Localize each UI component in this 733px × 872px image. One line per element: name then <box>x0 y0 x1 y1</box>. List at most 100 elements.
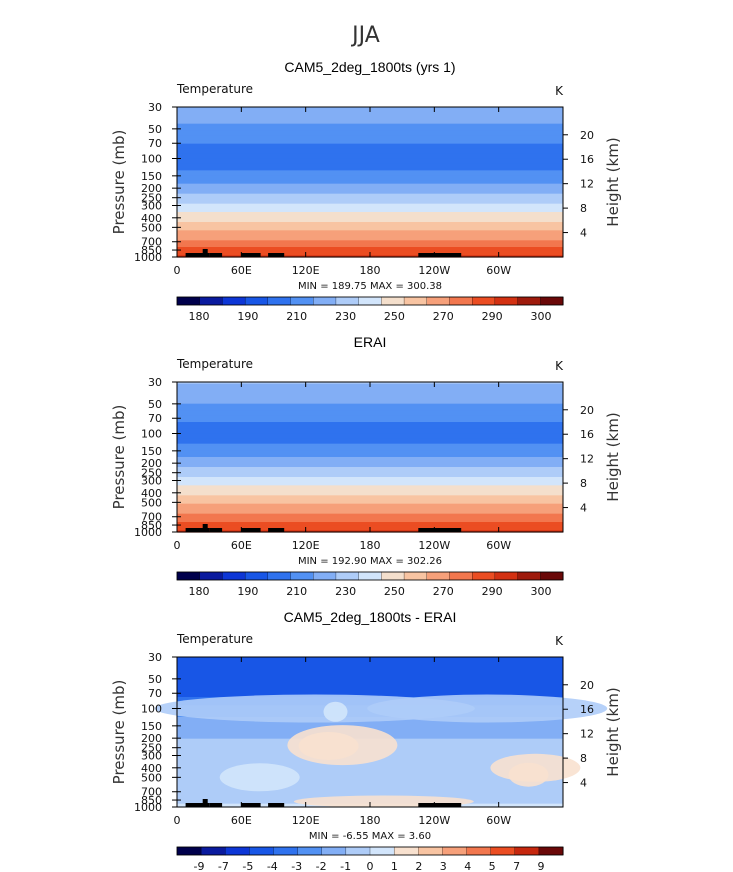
field-band <box>177 243 563 246</box>
colorbar-swatch <box>494 296 519 306</box>
field-band <box>177 160 563 163</box>
colorbar-swatch <box>393 846 419 856</box>
field-band <box>177 783 563 786</box>
colorbar-swatch <box>369 846 395 856</box>
field-band <box>177 155 563 158</box>
field-band <box>177 157 563 160</box>
colorbar-label: 180 <box>189 585 210 598</box>
colorbar-frame <box>176 296 564 306</box>
topography <box>202 799 208 807</box>
field-band <box>177 115 563 118</box>
colorbar-label: -4 <box>267 860 278 872</box>
field-band <box>177 685 563 688</box>
x-tick-label: 120E <box>292 814 320 827</box>
colorbar-label: 190 <box>237 310 258 323</box>
x-tick-label: 60E <box>231 814 252 827</box>
field-band <box>177 770 563 773</box>
y-tick-label: 100 <box>141 703 162 716</box>
colorbar-frame <box>176 571 564 581</box>
colorbar-swatch <box>514 846 540 856</box>
field-band <box>177 522 563 525</box>
field-anomaly <box>367 694 608 723</box>
field-band <box>177 683 563 686</box>
colorbar-swatch <box>466 846 492 856</box>
field-band <box>177 218 563 221</box>
field-band <box>177 513 563 516</box>
field-anomaly <box>219 763 300 792</box>
y-tick-label: 200 <box>141 182 162 195</box>
field-band <box>177 240 563 243</box>
topography <box>241 528 261 532</box>
field-band <box>177 682 563 685</box>
x-tick-label: 120W <box>418 539 450 552</box>
field-band <box>177 517 563 520</box>
field-band <box>177 188 563 191</box>
topography <box>202 249 208 257</box>
colorbar-swatch <box>267 296 292 306</box>
field-band <box>177 173 563 176</box>
height-tick-label: 12 <box>580 178 594 191</box>
field-band <box>177 392 563 395</box>
field-band <box>177 423 563 426</box>
field-band <box>177 210 563 213</box>
field-band <box>177 128 563 131</box>
field-band <box>177 205 563 208</box>
field-band <box>177 663 563 666</box>
field-band <box>177 428 563 431</box>
field-band <box>177 172 563 175</box>
field-band <box>177 765 563 768</box>
x-tick-label: 0 <box>174 814 181 827</box>
field-band <box>177 483 563 486</box>
field-band <box>177 207 563 210</box>
colorbar-swatch <box>244 296 269 306</box>
field-band <box>177 410 563 413</box>
field-band <box>177 523 563 526</box>
y-tick-label: 400 <box>141 212 162 225</box>
field-band <box>177 137 563 140</box>
x-tick-label: 180 <box>360 539 381 552</box>
field-band <box>177 490 563 493</box>
colorbar-swatch <box>222 296 246 306</box>
field-band <box>177 478 563 481</box>
field-band <box>177 487 563 490</box>
field-band <box>177 690 563 693</box>
field-band <box>177 233 563 236</box>
panel-title: CAM5_2deg_1800ts - ERAI <box>284 609 457 625</box>
field-band <box>177 440 563 443</box>
field-band <box>177 465 563 468</box>
field-band <box>177 138 563 141</box>
colorbar-label: 270 <box>433 585 454 598</box>
topography <box>418 803 462 807</box>
colorbar-swatch <box>249 846 275 856</box>
y-tick-label: 850 <box>141 519 162 532</box>
field-band <box>177 662 563 665</box>
colorbar-swatch <box>449 296 473 306</box>
x-tick-label: 120E <box>292 264 320 277</box>
field-anomaly <box>298 732 359 760</box>
figure-title: JJA <box>350 23 380 48</box>
colorbar-label: 250 <box>384 585 405 598</box>
colorbar-label: 300 <box>531 585 552 598</box>
field-band <box>177 433 563 436</box>
colorbar-swatch <box>517 296 541 306</box>
colorbar-swatch <box>222 571 246 581</box>
colorbar-label: 180 <box>189 310 210 323</box>
colorbar-swatch <box>426 571 451 581</box>
field-band <box>177 457 563 460</box>
y-tick-label: 50 <box>148 398 162 411</box>
field-band <box>177 762 563 765</box>
field-band <box>177 430 563 433</box>
y-axis-title: Pressure (mb) <box>110 130 128 235</box>
field-band <box>177 792 563 795</box>
field-band <box>177 143 563 146</box>
topography <box>268 253 285 257</box>
field-band <box>177 220 563 223</box>
field-band <box>177 178 563 181</box>
x-tick-label: 60W <box>486 264 511 277</box>
field-band <box>177 112 563 115</box>
colorbar-swatch <box>200 846 226 856</box>
height-tick-label: 20 <box>580 679 594 692</box>
colorbar-swatch <box>335 296 360 306</box>
colorbar-swatch <box>297 846 323 856</box>
